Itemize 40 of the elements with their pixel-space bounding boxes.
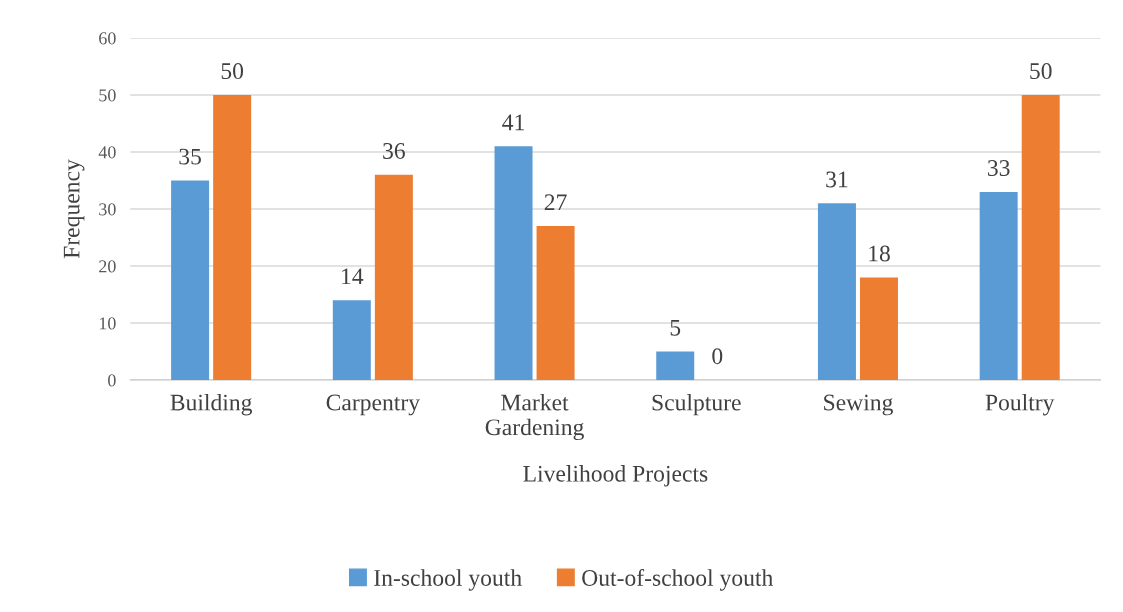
- x-tick-label: Sculpture: [652, 393, 741, 416]
- bar: [979, 191, 1018, 381]
- data-label: 5: [670, 319, 681, 336]
- data-label: 27: [544, 194, 567, 210]
- bar: [536, 226, 575, 381]
- data-label: 18: [869, 245, 890, 262]
- x-tick-label: Sewing: [824, 394, 893, 416]
- y-tick-label: 0: [108, 374, 116, 387]
- data-label: 41: [502, 114, 524, 131]
- bar: [374, 174, 413, 381]
- bar: [656, 351, 695, 381]
- data-label: 0: [712, 348, 723, 365]
- data-label: 31: [826, 171, 848, 188]
- bar: [213, 94, 252, 381]
- data-label: 14: [342, 268, 364, 285]
- x-tick-label: Market Gardening: [485, 393, 584, 441]
- y-axis-title: Frequency: [63, 159, 85, 259]
- data-label: 35: [179, 148, 201, 165]
- y-tick-label: 50: [99, 89, 116, 102]
- data-label: 33: [987, 160, 1010, 176]
- legend-label: Out-of-school youth: [582, 569, 774, 591]
- y-tick-label: 60: [99, 32, 116, 45]
- x-tick-label: Poultry: [985, 393, 1055, 416]
- legend-label: In-school youth: [374, 569, 522, 591]
- data-label: 50: [221, 63, 244, 80]
- bar: [171, 180, 210, 381]
- y-tick-label: 30: [99, 203, 116, 216]
- data-label: 50: [1030, 63, 1052, 80]
- bar: [332, 300, 371, 381]
- x-tick-label: Building: [170, 393, 252, 416]
- x-axis-title: Livelihood Projects: [523, 465, 708, 487]
- y-tick-label: 10: [99, 317, 116, 330]
- bar: [859, 277, 898, 381]
- y-tick-label: 20: [99, 260, 116, 273]
- bar: [1021, 94, 1060, 381]
- data-label: 36: [383, 143, 405, 159]
- bar: [494, 146, 533, 381]
- bar: [817, 203, 856, 381]
- y-tick-label: 40: [98, 146, 116, 159]
- x-tick-label: Carpentry: [326, 394, 420, 416]
